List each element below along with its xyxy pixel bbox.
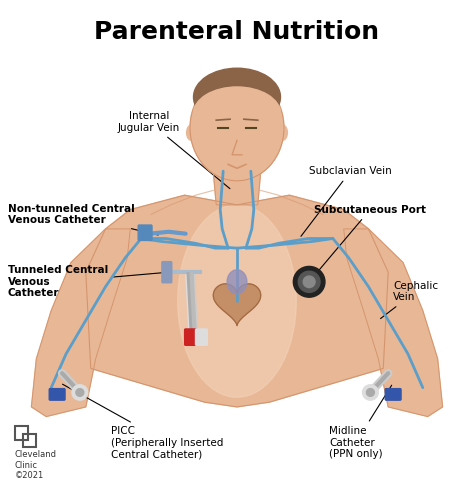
Ellipse shape [193,68,281,126]
Text: PICC
(Peripherally Inserted
Central Catheter): PICC (Peripherally Inserted Central Cath… [63,384,224,459]
Circle shape [72,385,88,400]
Polygon shape [213,284,261,326]
Ellipse shape [187,125,197,140]
Polygon shape [344,229,443,416]
FancyBboxPatch shape [195,329,207,345]
Text: Internal
Jugular Vein: Internal Jugular Vein [118,111,230,188]
Circle shape [298,271,320,292]
Text: Subcutaneous Port: Subcutaneous Port [311,205,426,280]
Text: Non-tunneled Central
Venous Catheter: Non-tunneled Central Venous Catheter [8,204,158,235]
FancyBboxPatch shape [385,389,401,400]
Circle shape [366,389,374,396]
Circle shape [293,266,325,297]
Text: Subclavian Vein: Subclavian Vein [301,166,392,236]
FancyBboxPatch shape [184,329,197,345]
Ellipse shape [190,75,284,181]
Ellipse shape [227,270,247,294]
Circle shape [76,389,84,396]
Ellipse shape [193,87,281,140]
Text: Cleveland
Clinic
©2021: Cleveland Clinic ©2021 [15,450,56,480]
Polygon shape [31,229,130,416]
FancyBboxPatch shape [138,225,152,241]
Text: Tunneled Central
Venous
Catheter: Tunneled Central Venous Catheter [8,265,166,299]
FancyBboxPatch shape [162,262,172,283]
FancyBboxPatch shape [49,389,65,400]
Ellipse shape [178,205,296,397]
Text: Midline
Catheter
(PPN only): Midline Catheter (PPN only) [329,385,392,459]
Circle shape [303,276,315,288]
Polygon shape [86,195,388,407]
Bar [15,426,28,440]
Circle shape [363,385,378,400]
Ellipse shape [277,125,287,140]
Text: Cephalic
Vein: Cephalic Vein [381,281,438,318]
Polygon shape [213,171,261,205]
Text: Parenteral Nutrition: Parenteral Nutrition [94,20,380,44]
Bar [23,434,36,447]
